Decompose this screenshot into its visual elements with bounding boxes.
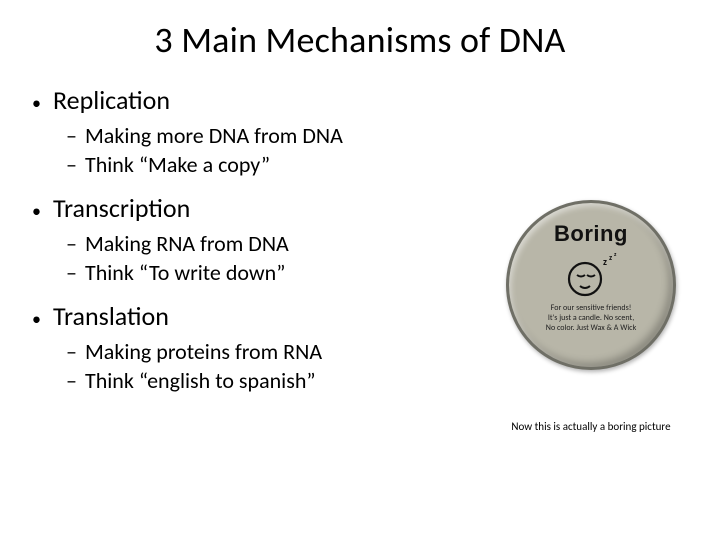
bullet-dot-icon: • [32, 308, 41, 331]
svg-text:z: z [603, 255, 607, 268]
bullet-dot-icon: • [32, 200, 41, 223]
slide-title: 3 Main Mechanisms of DNA [32, 18, 688, 62]
sub-text: Think “Make a copy” [85, 151, 270, 178]
bullet-label: Translation [53, 300, 169, 332]
badge-line: For our sensitive friends! [531, 303, 651, 313]
sub-text: Think “To write down” [85, 259, 285, 286]
badge-line: No color. Just Wax & A Wick [531, 323, 651, 333]
sub-text: Think “english to spanish” [85, 367, 316, 394]
dash-icon: – [66, 367, 77, 394]
sub-bullet: – Think “Make a copy” [66, 151, 688, 178]
svg-text:z: z [609, 253, 612, 263]
bullet-replication: • Replication [32, 84, 688, 116]
dash-icon: – [66, 151, 77, 178]
image-caption: Now this is actually a boring picture [511, 420, 670, 433]
dash-icon: – [66, 122, 77, 149]
sub-text: Making more DNA from DNA [85, 122, 343, 149]
sub-bullet: – Making more DNA from DNA [66, 122, 688, 149]
badge-line: It's just a candle. No scent, [531, 313, 651, 323]
dash-icon: – [66, 259, 77, 286]
badge-subtext: For our sensitive friends! It's just a c… [531, 303, 651, 333]
sub-text: Making proteins from RNA [85, 338, 322, 365]
boring-badge-image: Boring z z z For our sensitive friends! … [506, 200, 676, 370]
sub-group: – Making more DNA from DNA – Think “Make… [66, 122, 688, 178]
bullet-label: Replication [53, 84, 170, 116]
image-column: Boring z z z For our sensitive friends! … [486, 200, 696, 433]
sub-text: Making RNA from DNA [85, 230, 289, 257]
bullet-label: Transcription [53, 192, 190, 224]
bullet-dot-icon: • [32, 92, 41, 115]
dash-icon: – [66, 230, 77, 257]
dash-icon: – [66, 338, 77, 365]
badge-title: Boring [554, 221, 628, 247]
slide: 3 Main Mechanisms of DNA • Replication –… [0, 0, 720, 540]
svg-text:z: z [614, 253, 617, 258]
sleeping-face-icon: z z z [563, 253, 619, 297]
